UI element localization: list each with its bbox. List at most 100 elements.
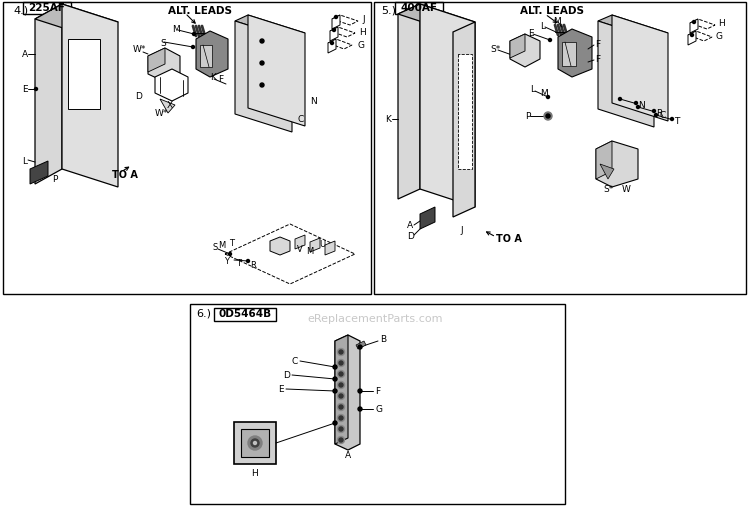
Text: H: H xyxy=(718,18,724,27)
Circle shape xyxy=(546,114,550,118)
Circle shape xyxy=(338,437,344,443)
Text: H: H xyxy=(251,469,258,478)
Polygon shape xyxy=(453,22,475,217)
Text: S*: S* xyxy=(603,184,613,193)
Circle shape xyxy=(193,33,196,36)
Text: ALT. LEADS: ALT. LEADS xyxy=(520,6,584,16)
Circle shape xyxy=(191,45,194,48)
Circle shape xyxy=(332,29,335,32)
Polygon shape xyxy=(248,15,305,126)
Text: W*: W* xyxy=(155,108,168,118)
Polygon shape xyxy=(612,15,668,121)
Circle shape xyxy=(358,345,362,349)
Circle shape xyxy=(619,98,622,100)
Circle shape xyxy=(339,383,343,387)
Circle shape xyxy=(229,252,232,256)
Polygon shape xyxy=(596,141,638,187)
Polygon shape xyxy=(688,31,712,41)
Text: eReplacementParts.com: eReplacementParts.com xyxy=(308,314,442,324)
Text: F: F xyxy=(595,40,600,48)
Circle shape xyxy=(358,389,362,393)
Text: R: R xyxy=(250,261,256,269)
Text: D: D xyxy=(284,371,290,380)
Circle shape xyxy=(338,404,344,410)
Text: 0D5464B: 0D5464B xyxy=(218,309,272,319)
Circle shape xyxy=(333,389,337,393)
Polygon shape xyxy=(330,27,338,41)
Polygon shape xyxy=(335,335,360,450)
Text: 6.): 6.) xyxy=(196,309,211,319)
Polygon shape xyxy=(332,15,340,29)
Circle shape xyxy=(248,436,262,450)
Circle shape xyxy=(655,114,658,117)
Text: E: E xyxy=(528,29,534,38)
Circle shape xyxy=(339,427,343,431)
Text: T: T xyxy=(230,239,235,247)
Text: F: F xyxy=(375,386,380,395)
Polygon shape xyxy=(30,161,48,184)
Polygon shape xyxy=(325,241,335,255)
Text: S*: S* xyxy=(490,44,500,53)
Text: G: G xyxy=(375,405,382,413)
Circle shape xyxy=(547,96,550,99)
Text: TO A: TO A xyxy=(112,170,138,180)
Text: M: M xyxy=(306,246,314,256)
Circle shape xyxy=(254,441,257,444)
Polygon shape xyxy=(420,4,475,207)
Circle shape xyxy=(544,112,552,120)
Circle shape xyxy=(339,394,343,398)
Circle shape xyxy=(338,349,344,355)
Text: F: F xyxy=(595,54,600,64)
Polygon shape xyxy=(598,15,668,39)
Text: J: J xyxy=(460,225,463,235)
Text: E: E xyxy=(22,84,28,94)
Polygon shape xyxy=(458,54,472,169)
Circle shape xyxy=(339,416,343,420)
Bar xyxy=(214,308,276,321)
Circle shape xyxy=(338,392,344,400)
Polygon shape xyxy=(510,34,525,58)
Circle shape xyxy=(333,377,337,381)
Text: A: A xyxy=(345,451,351,461)
Text: L: L xyxy=(530,84,535,94)
Text: M: M xyxy=(553,16,561,25)
Text: 225AF: 225AF xyxy=(28,3,65,13)
Text: S: S xyxy=(160,39,166,47)
Polygon shape xyxy=(598,21,654,127)
Circle shape xyxy=(260,83,264,87)
Bar xyxy=(190,304,565,504)
Text: K: K xyxy=(385,115,391,124)
Polygon shape xyxy=(148,48,165,72)
Polygon shape xyxy=(332,15,358,25)
Circle shape xyxy=(260,61,264,65)
Polygon shape xyxy=(688,31,696,45)
Bar xyxy=(23,2,71,14)
Circle shape xyxy=(338,414,344,421)
Text: W: W xyxy=(622,184,631,193)
Text: F: F xyxy=(218,74,223,83)
Text: C: C xyxy=(298,115,304,124)
Circle shape xyxy=(251,439,259,447)
Circle shape xyxy=(358,407,362,411)
Text: X: X xyxy=(167,100,173,109)
Circle shape xyxy=(338,382,344,388)
Polygon shape xyxy=(328,39,352,49)
Polygon shape xyxy=(420,207,435,229)
Text: T: T xyxy=(674,117,680,126)
Circle shape xyxy=(338,371,344,378)
Text: P: P xyxy=(52,175,57,184)
Text: Y: Y xyxy=(224,257,230,266)
Text: A: A xyxy=(407,220,413,230)
Bar xyxy=(374,2,746,294)
Polygon shape xyxy=(310,238,320,252)
Polygon shape xyxy=(235,15,305,39)
Bar xyxy=(3,2,371,294)
Circle shape xyxy=(260,39,264,43)
Text: V: V xyxy=(297,244,303,253)
Text: P: P xyxy=(525,111,530,121)
Text: K: K xyxy=(210,72,216,81)
Circle shape xyxy=(692,20,695,23)
Circle shape xyxy=(331,42,334,44)
Polygon shape xyxy=(148,48,180,82)
Text: S: S xyxy=(212,242,217,251)
